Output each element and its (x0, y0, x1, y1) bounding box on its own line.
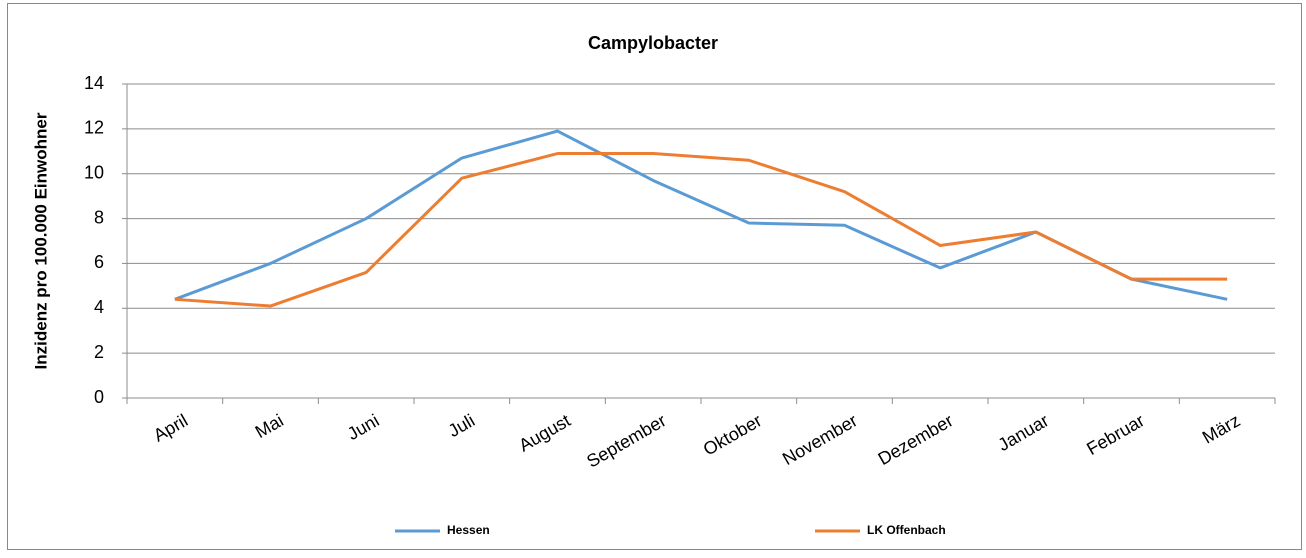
y-tick-label: 12 (84, 118, 104, 138)
y-tick-label: 2 (94, 342, 104, 362)
y-tick-label: 6 (94, 252, 104, 272)
series-line (174, 152, 1228, 308)
y-tick-label: 10 (84, 162, 104, 182)
y-tick-label: 14 (84, 73, 104, 93)
y-tick-label: 4 (94, 297, 104, 317)
y-axis-label: Inzidenz pro 100.000 Einwohner (31, 112, 50, 369)
chart-title: Campylobacter (588, 33, 718, 53)
y-tick-label: 0 (94, 387, 104, 407)
y-tick-label: 8 (94, 207, 104, 227)
legend-label: LK Offenbach (867, 523, 946, 537)
legend-label: Hessen (447, 523, 490, 537)
chart-border (7, 3, 1302, 550)
